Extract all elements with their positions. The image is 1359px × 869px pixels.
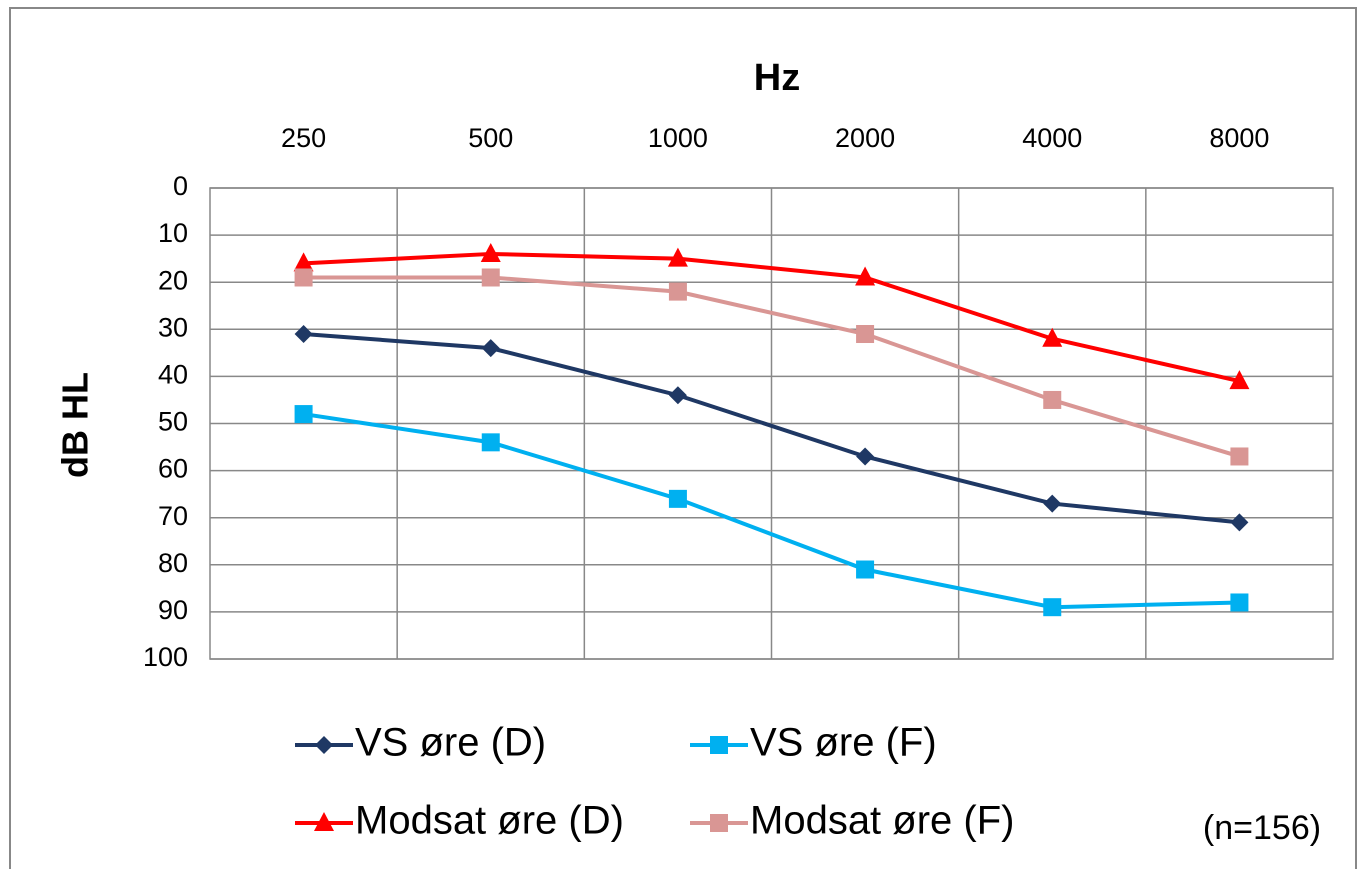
data-point	[481, 433, 500, 452]
y-tick-label: 70	[158, 501, 188, 531]
series-line	[303, 332, 1240, 525]
series-line	[303, 275, 1240, 459]
data-point	[1042, 327, 1063, 347]
data-point	[1043, 390, 1062, 409]
data-point	[855, 266, 876, 286]
plot-border	[209, 187, 1334, 660]
x-tick-label: 250	[281, 123, 326, 153]
y-tick-label: 40	[158, 360, 188, 390]
series-line	[303, 251, 1240, 384]
data-point	[1230, 513, 1249, 532]
data-point	[1229, 370, 1250, 390]
data-point	[856, 560, 875, 579]
data-point	[1043, 598, 1062, 617]
data-point	[293, 252, 314, 272]
y-tick-label: 0	[173, 171, 188, 201]
data-point	[856, 447, 875, 466]
data-point	[1230, 593, 1249, 612]
y-tick-label: 100	[143, 642, 188, 672]
data-point	[294, 325, 313, 344]
y-tick-label: 80	[158, 548, 188, 578]
data-point	[294, 405, 313, 424]
data-point	[668, 489, 687, 508]
annotation: (n=156)	[1203, 809, 1321, 847]
data-point	[294, 268, 313, 287]
data-point	[1230, 447, 1249, 466]
data-point	[1043, 494, 1062, 513]
legend-label: VS øre (F)	[750, 721, 937, 765]
x-tick-label: 1000	[648, 123, 708, 153]
x-tick-label: 2000	[835, 123, 895, 153]
data-point	[667, 247, 688, 267]
data-point	[481, 268, 500, 287]
legend-label: Modsat øre (F)	[750, 799, 1014, 843]
legend-marker	[710, 736, 728, 754]
x-axis-title: Hz	[754, 57, 800, 99]
legend-marker	[314, 812, 334, 831]
data-point	[668, 386, 687, 405]
chart-border	[9, 7, 1357, 869]
data-point	[480, 242, 501, 262]
y-tick-label: 10	[158, 218, 188, 248]
legend-marker	[315, 736, 333, 754]
legend-label: Modsat øre (D)	[355, 799, 624, 843]
y-axis-title: dB HL	[55, 372, 96, 478]
x-tick-label: 4000	[1022, 123, 1082, 153]
data-point	[481, 339, 500, 358]
y-tick-label: 50	[158, 407, 188, 437]
series-line	[303, 412, 1240, 610]
legend-marker	[710, 814, 728, 832]
legend-label: VS øre (D)	[355, 721, 546, 765]
data-point	[668, 282, 687, 301]
x-tick-label: 8000	[1209, 123, 1269, 153]
data-point	[856, 325, 875, 344]
y-tick-label: 20	[158, 265, 188, 295]
y-tick-label: 60	[158, 454, 188, 484]
y-tick-label: 90	[158, 595, 188, 625]
y-tick-label: 30	[158, 312, 188, 342]
x-tick-label: 500	[468, 123, 513, 153]
